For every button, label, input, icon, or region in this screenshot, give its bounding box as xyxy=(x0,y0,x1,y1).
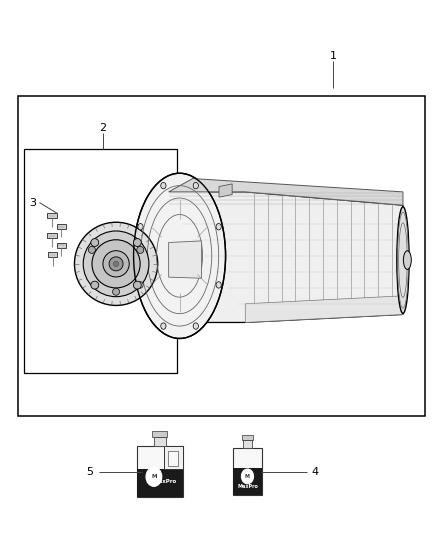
Text: 5: 5 xyxy=(86,467,93,477)
Ellipse shape xyxy=(134,239,141,246)
Ellipse shape xyxy=(161,323,166,329)
Bar xyxy=(233,448,261,495)
Bar xyxy=(152,432,167,437)
Bar xyxy=(47,213,57,219)
Bar xyxy=(137,469,183,497)
Text: 1: 1 xyxy=(329,51,336,61)
Text: M: M xyxy=(151,474,157,479)
Ellipse shape xyxy=(74,222,158,305)
Ellipse shape xyxy=(134,281,141,289)
Bar xyxy=(47,233,57,238)
Ellipse shape xyxy=(397,207,409,313)
Polygon shape xyxy=(169,192,403,322)
Polygon shape xyxy=(169,241,201,278)
Bar xyxy=(137,447,183,497)
Ellipse shape xyxy=(137,246,144,253)
Bar xyxy=(243,440,252,448)
Text: MaxPro: MaxPro xyxy=(237,484,258,489)
Ellipse shape xyxy=(83,231,149,297)
Ellipse shape xyxy=(91,239,99,246)
Ellipse shape xyxy=(113,288,120,295)
Polygon shape xyxy=(245,296,403,322)
Bar xyxy=(18,96,425,416)
Circle shape xyxy=(146,467,162,486)
Text: 4: 4 xyxy=(312,467,319,477)
Polygon shape xyxy=(169,179,403,205)
Ellipse shape xyxy=(216,223,221,230)
Ellipse shape xyxy=(138,223,143,230)
Ellipse shape xyxy=(134,173,226,338)
Polygon shape xyxy=(219,184,232,197)
Circle shape xyxy=(241,469,254,484)
Bar xyxy=(154,437,166,447)
Bar xyxy=(48,252,57,257)
Ellipse shape xyxy=(113,261,119,266)
Text: M: M xyxy=(245,474,250,479)
Ellipse shape xyxy=(161,182,166,189)
Bar xyxy=(168,451,178,466)
Ellipse shape xyxy=(88,246,95,253)
Text: MaxPro: MaxPro xyxy=(154,479,177,484)
Bar xyxy=(57,243,66,247)
Ellipse shape xyxy=(193,323,198,329)
Bar xyxy=(57,224,66,229)
Bar xyxy=(242,435,253,440)
Text: 3: 3 xyxy=(29,198,36,207)
Ellipse shape xyxy=(216,282,221,288)
Bar xyxy=(233,468,261,495)
Text: 2: 2 xyxy=(99,123,106,133)
Ellipse shape xyxy=(138,282,143,288)
Bar xyxy=(24,149,177,373)
Ellipse shape xyxy=(193,182,198,189)
Ellipse shape xyxy=(109,257,123,271)
Ellipse shape xyxy=(403,251,411,269)
Bar xyxy=(164,447,183,469)
Ellipse shape xyxy=(92,240,140,288)
Ellipse shape xyxy=(91,281,99,289)
Ellipse shape xyxy=(103,251,129,277)
